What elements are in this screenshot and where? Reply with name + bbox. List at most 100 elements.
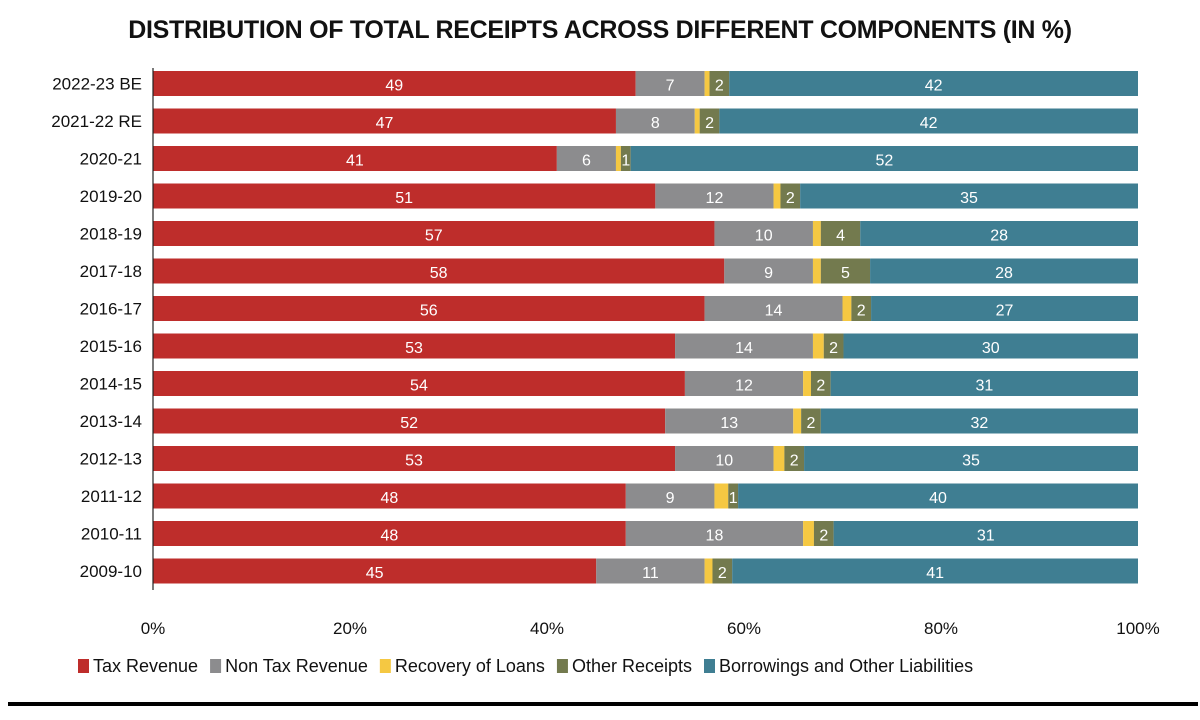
data-label: 54	[410, 378, 428, 395]
bar-segment-tax-revenue	[153, 71, 636, 96]
data-label: 53	[405, 453, 423, 470]
data-label: 18	[706, 528, 724, 545]
bar-segment-borrowings-and-other-liabilities	[729, 71, 1138, 96]
bar-segment-other-receipts	[709, 71, 730, 96]
bar-segment-non-tax-revenue	[615, 108, 695, 134]
bar-segment-other-receipts	[813, 521, 834, 546]
category-label: 2013-14	[80, 412, 142, 431]
bar-segment-tax-revenue	[153, 333, 676, 359]
data-label: 42	[925, 78, 943, 95]
data-label: 27	[996, 303, 1014, 320]
legend-item: Non Tax Revenue	[210, 656, 368, 676]
bar-segment-recovery-of-loans	[773, 183, 781, 209]
bar-row: 53 14 2 30	[153, 333, 1138, 359]
bar-segment-other-receipts	[780, 183, 801, 209]
category-label: 2019-20	[80, 187, 142, 206]
bar-segment-other-receipts	[810, 371, 831, 396]
bar-segment-recovery-of-loans	[812, 258, 821, 284]
data-label: 9	[764, 265, 773, 282]
category-label: 2018-19	[80, 225, 142, 244]
bar-segment-other-receipts	[851, 296, 872, 321]
data-label: 2	[790, 453, 799, 470]
data-label: 2	[819, 528, 828, 545]
bar-row: 41 6 1 52	[153, 146, 1138, 171]
data-label: 2	[807, 415, 816, 432]
data-label: 45	[366, 565, 384, 582]
bar-segment-tax-revenue	[153, 371, 685, 396]
bar-segment-non-tax-revenue	[675, 446, 774, 471]
bar-segment-other-receipts	[712, 558, 733, 584]
data-label: 2	[816, 378, 825, 395]
legend-item: Other Receipts	[556, 656, 692, 676]
bar-row: 45 11 2 41	[153, 558, 1138, 584]
data-label: 7	[666, 78, 675, 95]
data-label: 2	[715, 78, 724, 95]
data-label: 56	[420, 303, 438, 320]
data-label: 10	[755, 228, 773, 245]
bar-segment-recovery-of-loans	[842, 296, 852, 321]
bar-row: 48 9 1 40	[153, 483, 1138, 509]
data-label: 11	[642, 565, 659, 582]
bar-segment-borrowings-and-other-liabilities	[732, 558, 1138, 584]
bar-segment-non-tax-revenue	[665, 408, 794, 434]
bar-segment-tax-revenue	[153, 483, 626, 509]
bar-row: 48 18 2 31	[153, 521, 1138, 546]
data-label: 32	[971, 415, 989, 432]
data-label: 1	[621, 153, 630, 170]
legend-swatch	[379, 659, 391, 673]
bar-segment-tax-revenue	[153, 558, 597, 584]
bottom-rule	[8, 702, 1198, 706]
bar-segment-other-receipts	[699, 108, 720, 134]
data-label: 47	[376, 115, 394, 132]
bar-segment-recovery-of-loans	[803, 371, 811, 396]
data-label: 10	[715, 453, 733, 470]
legend-swatch	[78, 659, 89, 673]
x-tick-label: 0%	[141, 619, 166, 638]
bar-segment-other-receipts	[728, 483, 739, 509]
bar-segment-recovery-of-loans	[704, 71, 710, 96]
bar-segment-borrowings-and-other-liabilities	[860, 221, 1138, 246]
bar-segment-non-tax-revenue	[724, 258, 813, 284]
bar-segment-tax-revenue	[153, 146, 557, 171]
data-label: 52	[400, 415, 418, 432]
bar-segment-recovery-of-loans	[812, 221, 821, 246]
data-label: 49	[385, 78, 403, 95]
data-label: 2	[857, 303, 866, 320]
category-label: 2015-16	[80, 337, 142, 356]
bar-row: 54 12 2 31	[153, 371, 1138, 396]
bar-segment-non-tax-revenue	[635, 71, 705, 96]
data-label: 14	[735, 340, 753, 357]
bar-row: 53 10 2 35	[153, 446, 1138, 471]
bar-segment-tax-revenue	[153, 446, 676, 471]
data-label: 30	[982, 340, 1000, 357]
legend-item: Tax Revenue	[78, 656, 198, 676]
data-label: 28	[995, 265, 1013, 282]
legend-swatch	[556, 659, 568, 673]
x-tick-labels: 0% 20% 40% 60% 80% 100%	[141, 619, 1160, 638]
bar-segment-recovery-of-loans	[714, 483, 729, 509]
legend-label: Borrowings and Other Liabilities	[719, 656, 973, 676]
data-label: 35	[960, 190, 978, 207]
bar-segment-recovery-of-loans	[615, 146, 621, 171]
legend-label: Other Receipts	[572, 656, 692, 676]
legend-item: Borrowings and Other Liabilities	[704, 656, 973, 676]
bar-segment-non-tax-revenue	[655, 183, 774, 209]
data-label: 31	[977, 528, 995, 545]
bar-segment-other-receipts	[820, 258, 871, 284]
data-label: 28	[990, 228, 1008, 245]
legend-item: Recovery of Loans	[379, 656, 545, 676]
data-label: 2	[705, 115, 714, 132]
category-label: 2022-23 BE	[52, 75, 142, 94]
bar-segment-tax-revenue	[153, 221, 715, 246]
legend-swatch	[210, 659, 222, 673]
bar-segment-other-receipts	[801, 408, 821, 434]
data-label: 12	[735, 378, 753, 395]
data-label: 4	[836, 228, 845, 245]
data-label: 1	[729, 490, 738, 507]
data-label: 42	[920, 115, 938, 132]
category-label: 2010-11	[81, 525, 142, 544]
bar-segment-borrowings-and-other-liabilities	[833, 521, 1138, 546]
data-label: 2	[786, 190, 795, 207]
legend-swatch	[704, 659, 715, 673]
